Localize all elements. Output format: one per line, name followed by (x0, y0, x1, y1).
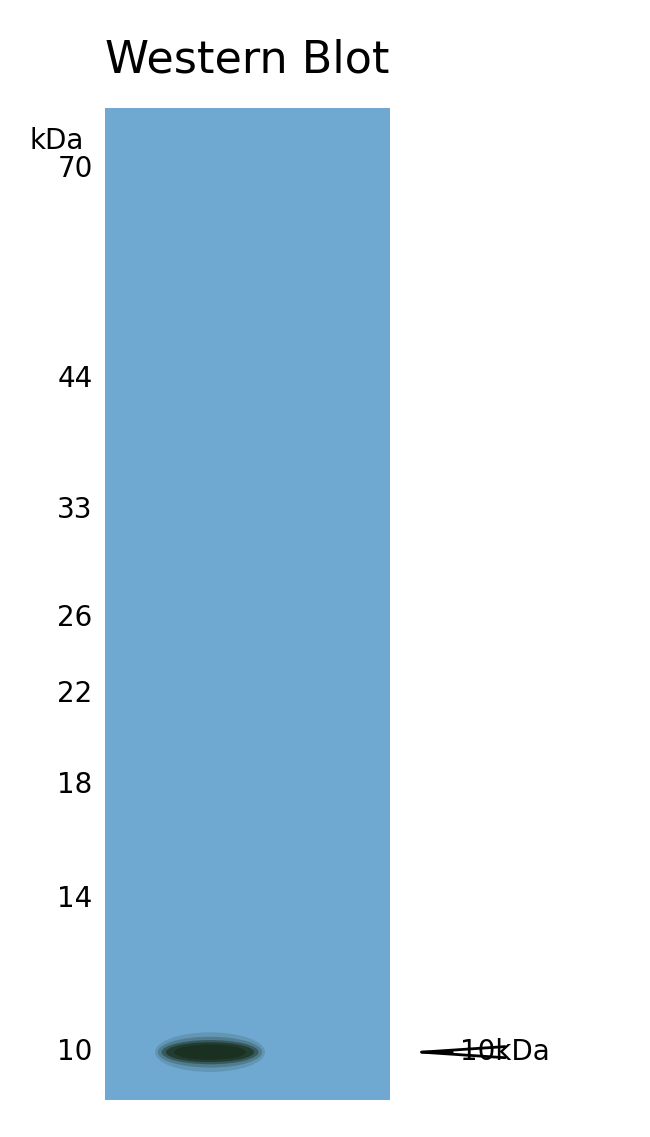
Text: 33: 33 (57, 496, 93, 524)
Text: 26: 26 (57, 605, 92, 632)
Ellipse shape (155, 1032, 265, 1072)
Bar (105, 108, 390, 1099)
Text: 10kDa: 10kDa (460, 1038, 550, 1067)
Text: Western Blot: Western Blot (105, 39, 390, 82)
Ellipse shape (185, 1046, 235, 1059)
Ellipse shape (174, 1045, 246, 1060)
Text: 44: 44 (57, 365, 92, 393)
Text: 70: 70 (57, 155, 93, 183)
Text: 14: 14 (57, 886, 92, 913)
Ellipse shape (166, 1043, 254, 1062)
Text: kDa: kDa (30, 126, 84, 155)
Text: 10: 10 (57, 1038, 93, 1067)
Ellipse shape (158, 1037, 262, 1068)
Text: 18: 18 (57, 771, 92, 799)
Text: 22: 22 (57, 680, 92, 708)
Ellipse shape (162, 1040, 259, 1064)
